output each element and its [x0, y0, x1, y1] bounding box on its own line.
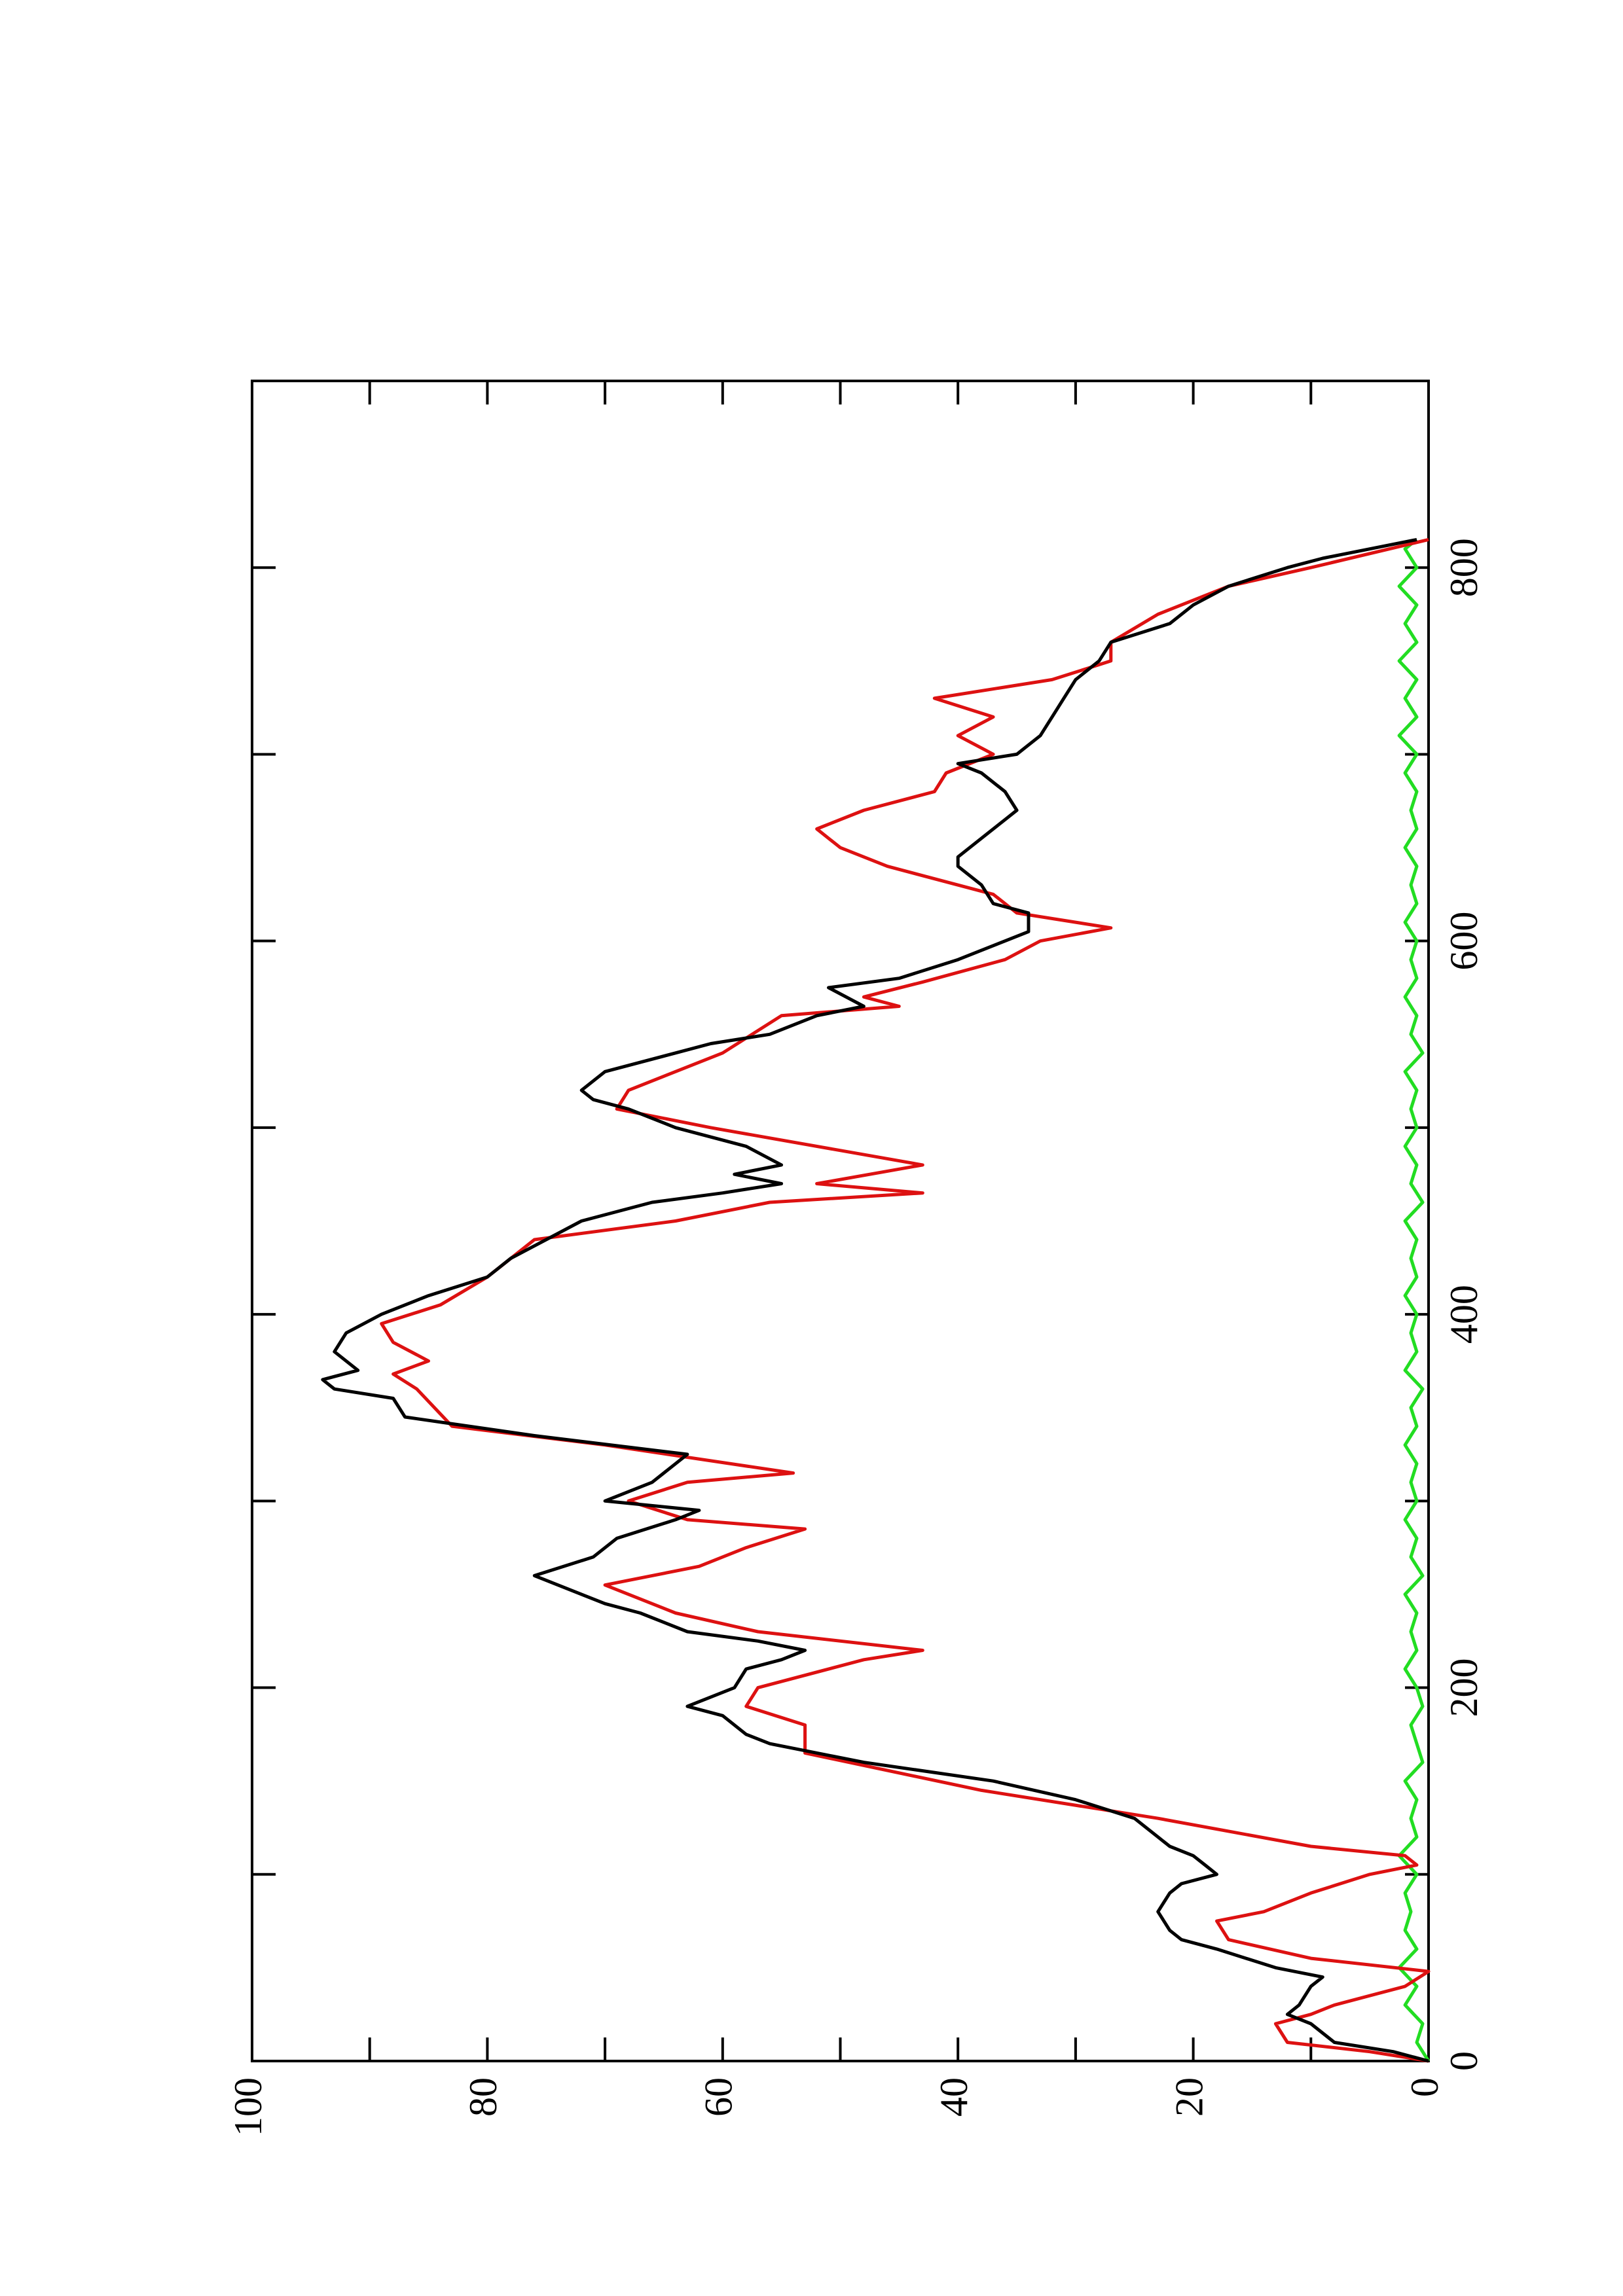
x-tick-label: 200 — [1442, 1659, 1486, 1717]
x-tick-label: 400 — [1442, 1285, 1486, 1344]
y-tick-label: 60 — [697, 2077, 740, 2117]
x-tick-label: 600 — [1442, 912, 1486, 971]
x-tick-label: 0 — [1442, 2051, 1486, 2071]
y-tick-label: 80 — [462, 2077, 505, 2117]
y-tick-label: 40 — [932, 2077, 976, 2117]
series-line — [380, 537, 1431, 2063]
y-tick-label: 0 — [1403, 2077, 1446, 2097]
series-line — [1397, 538, 1431, 2062]
series-line — [321, 537, 1429, 2063]
y-tick-label: 100 — [227, 2077, 270, 2136]
y-tick-label: 20 — [1167, 2077, 1211, 2117]
x-tick-label: 800 — [1442, 538, 1486, 597]
